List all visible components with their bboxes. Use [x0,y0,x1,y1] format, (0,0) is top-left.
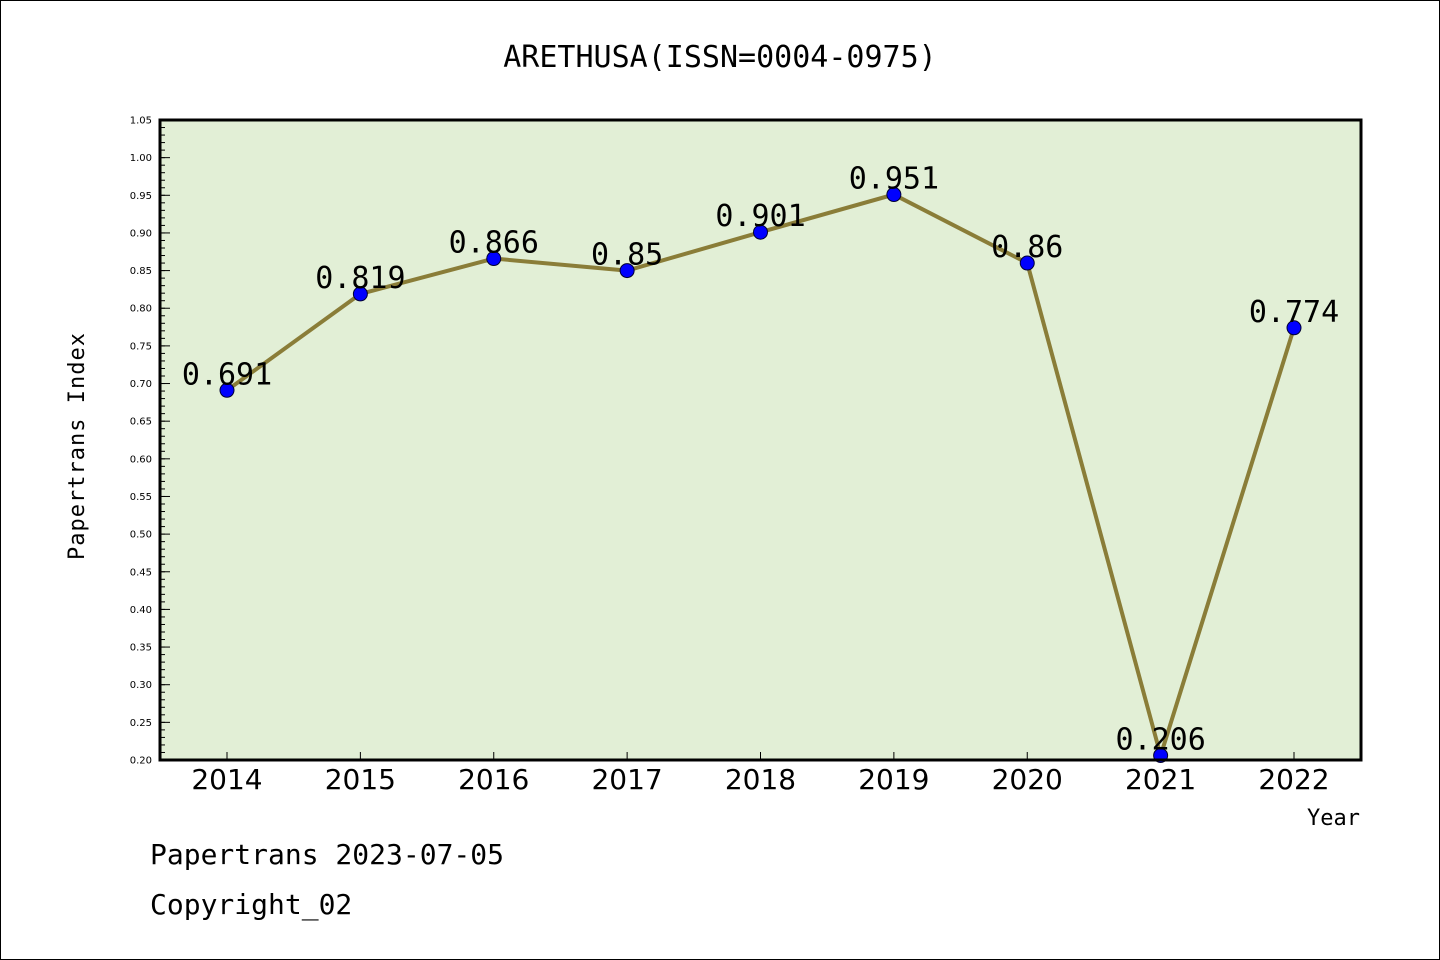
y-axis-label: Papertrans Index [65,332,90,560]
data-label: 0.866 [449,226,539,261]
y-tick-label: 0.40 [130,605,152,616]
y-tick-label: 0.55 [130,492,152,503]
x-tick-label: 2020 [992,763,1063,796]
data-point [753,224,768,240]
x-tick-label: 2017 [591,763,662,796]
y-tick-label: 0.60 [130,454,152,465]
x-tick-label: 2021 [1125,763,1196,796]
data-label: 0.86 [991,230,1063,265]
y-tick-label: 0.35 [130,643,152,654]
y-tick-label: 0.30 [130,680,152,691]
plot-frame [158,118,1363,762]
x-axis: 2014 2015 2016 2017 2018 2019 2020 2021 2022 [191,752,1330,796]
y-tick-label: 0.75 [130,341,152,352]
x-tick-label: 2014 [191,763,262,796]
y-axis: 0.20 0.25 0.30 0.35 0.40 0.45 0.50 0.55 0.60 0.65… [130,116,170,767]
data-label: 0.819 [315,261,405,296]
y-tick-label: 0.85 [130,266,152,277]
data-point [486,251,502,267]
footer-copyright: Copyright_02 [150,888,352,922]
x-tick-label: 2022 [1258,763,1329,796]
y-tick-label: 1.00 [130,153,152,164]
x-tick-label: 2015 [325,763,396,796]
data-point [619,263,635,279]
data-point [352,286,368,302]
data-label: 0.901 [715,199,805,234]
y-tick-label: 1.05 [130,116,152,127]
data-label: 0.85 [591,238,663,273]
data-point [1286,320,1302,336]
y-tick-label: 0.90 [130,228,152,239]
x-tick-label: 2016 [458,763,529,796]
data-label: 0.774 [1249,295,1339,330]
y-tick-label: 0.20 [130,756,152,767]
data-point [219,382,235,398]
y-tick-label: 0.65 [130,417,152,428]
data-label-layer: 0.691 0.819 0.866 0.85 0.901 0.951 0.86 0.206 0.… [182,162,1339,758]
data-label: 0.951 [849,162,939,197]
x-axis-label: Year [1307,806,1360,831]
footer-date: Papertrans 2023-07-05 [150,838,504,871]
y-tick-label: 0.70 [130,379,152,390]
x-tick-label: 2018 [725,763,796,796]
series-layer [219,187,1302,763]
data-label: 0.206 [1115,722,1205,757]
y-tick-label: 0.50 [130,530,152,541]
y-tick-label: 0.95 [130,191,152,202]
y-tick-label: 0.80 [130,304,152,315]
y-tick-label: 0.45 [130,567,152,578]
data-point [886,187,902,203]
x-tick-label: 2019 [858,763,929,796]
chart-title: ARETHUSA(ISSN=0004-0975) [503,40,936,75]
data-label: 0.691 [182,357,272,392]
data-point [1019,255,1035,271]
y-tick-label: 0.25 [130,718,152,729]
